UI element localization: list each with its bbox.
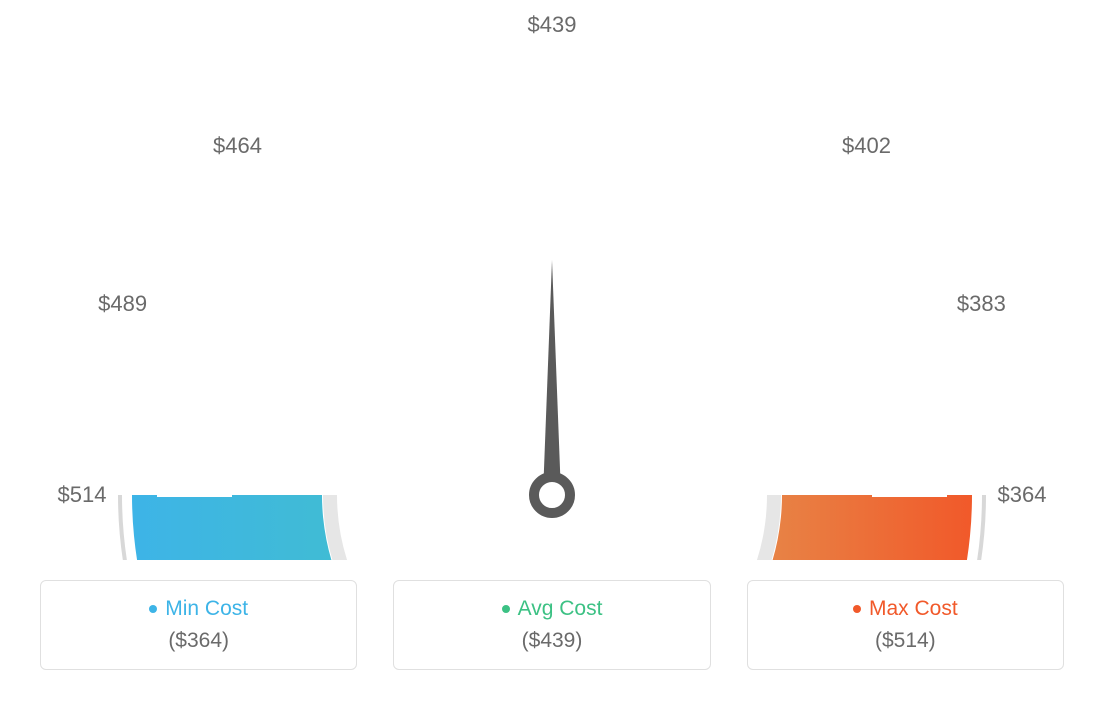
legend-label-max: Max Cost xyxy=(853,597,958,621)
legend-value-max: ($514) xyxy=(875,629,936,653)
legend-value-avg: ($439) xyxy=(522,629,583,653)
legend-label-min: Min Cost xyxy=(149,597,248,621)
legend-text-max: Max Cost xyxy=(869,597,958,621)
gauge-tick-label: $383 xyxy=(957,291,1006,317)
legend-card-avg: Avg Cost ($439) xyxy=(393,580,710,670)
legend-row: Min Cost ($364) Avg Cost ($439) Max Cost… xyxy=(0,560,1104,710)
legend-dot-min xyxy=(149,605,157,613)
legend-dot-avg xyxy=(502,605,510,613)
legend-label-avg: Avg Cost xyxy=(502,597,603,621)
legend-dot-max xyxy=(853,605,861,613)
gauge-tick-label: $489 xyxy=(98,291,147,317)
legend-value-min: ($364) xyxy=(168,629,229,653)
legend-card-min: Min Cost ($364) xyxy=(40,580,357,670)
gauge-tick-label: $439 xyxy=(528,12,577,38)
gauge-svg xyxy=(0,0,1104,560)
legend-text-avg: Avg Cost xyxy=(518,597,603,621)
gauge-tick-label: $464 xyxy=(213,133,262,159)
gauge-tick-label: $402 xyxy=(842,133,891,159)
legend-text-min: Min Cost xyxy=(165,597,248,621)
gauge-tick-label: $514 xyxy=(58,482,107,508)
legend-card-max: Max Cost ($514) xyxy=(747,580,1064,670)
gauge-tick-label: $364 xyxy=(998,482,1047,508)
gauge-chart: $364 $383 $402 $439 $464 $489 $514 xyxy=(0,0,1104,560)
